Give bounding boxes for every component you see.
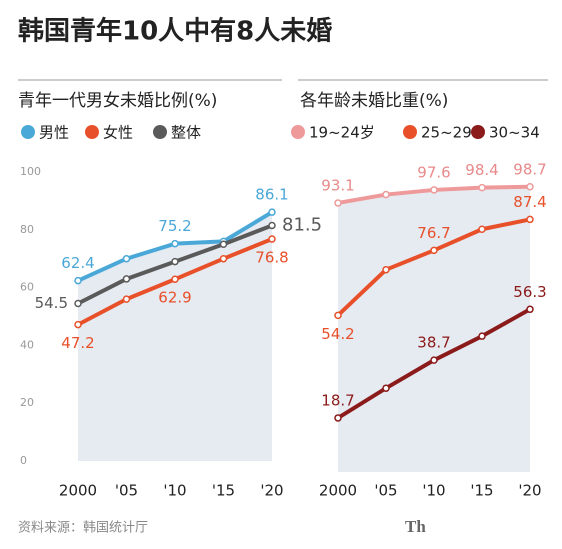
data-point xyxy=(171,239,179,248)
panel-title: 各年龄未婚比重(%) xyxy=(300,91,448,111)
data-point xyxy=(382,384,390,392)
x-tick-label: 2000 xyxy=(59,482,97,500)
x-tick-label: '05 xyxy=(115,482,138,500)
main-title: 韩国青年10人中有8人未婚 xyxy=(18,16,332,47)
legend-label: 19~24岁 xyxy=(309,124,375,142)
data-label: 56.3 xyxy=(513,283,546,301)
y-tick-label: 0 xyxy=(20,454,27,467)
data-label: 81.5 xyxy=(282,214,322,235)
legend-swatch xyxy=(21,125,35,139)
legend-label: 30~34 xyxy=(489,124,540,142)
data-point xyxy=(74,276,82,285)
data-point xyxy=(122,254,131,263)
y-tick-label: 60 xyxy=(20,281,34,294)
data-label: 76.7 xyxy=(417,224,450,242)
legend-label: 女性 xyxy=(103,124,133,142)
legend-swatch xyxy=(471,125,485,139)
x-tick-label: '10 xyxy=(422,482,445,500)
source: 资料来源：韩国统计厅 xyxy=(18,521,148,536)
background-area xyxy=(338,186,530,472)
data-point xyxy=(478,332,486,340)
data-label: 62.4 xyxy=(61,254,94,272)
legend-swatch xyxy=(85,125,99,139)
data-point xyxy=(171,257,179,266)
data-label: 98.7 xyxy=(513,160,546,178)
data-point xyxy=(526,305,534,314)
legend-label: 整体 xyxy=(171,124,201,142)
x-tick-label: '10 xyxy=(163,482,186,500)
y-tick-label: 80 xyxy=(20,223,34,236)
legend-swatch xyxy=(403,125,417,139)
x-tick-label: '20 xyxy=(518,482,541,500)
data-label: 62.9 xyxy=(158,289,191,307)
data-point xyxy=(122,275,131,283)
legend-swatch xyxy=(291,125,305,139)
x-tick-label: '20 xyxy=(260,482,283,500)
data-label: 86.1 xyxy=(255,186,288,204)
x-tick-label: '15 xyxy=(212,482,235,500)
data-point xyxy=(526,215,534,224)
data-point xyxy=(478,183,486,192)
y-tick-label: 100 xyxy=(20,165,41,178)
x-tick-label: '05 xyxy=(374,482,397,500)
legend-label: 男性 xyxy=(39,124,69,142)
data-label: 75.2 xyxy=(158,217,191,235)
y-tick-label: 20 xyxy=(20,396,34,409)
x-tick-label: '15 xyxy=(470,482,493,500)
legend-label: 25~29 xyxy=(421,124,472,142)
data-point xyxy=(478,225,486,233)
legend-swatch xyxy=(153,125,167,139)
data-point xyxy=(219,240,228,248)
data-point xyxy=(334,311,342,320)
y-tick-label: 40 xyxy=(20,338,34,351)
data-point xyxy=(268,235,276,243)
data-point xyxy=(382,190,390,199)
data-label: 38.7 xyxy=(417,334,450,352)
data-label: 93.1 xyxy=(321,176,354,194)
data-point xyxy=(268,208,276,216)
data-point xyxy=(74,320,82,329)
data-point xyxy=(334,414,342,422)
data-point xyxy=(430,356,438,364)
panel-title: 青年一代男女未婚比例(%) xyxy=(18,91,217,111)
x-tick-label: 2000 xyxy=(319,482,357,500)
data-point xyxy=(219,254,228,263)
data-point xyxy=(334,199,342,207)
data-label: 18.7 xyxy=(321,391,354,409)
data-point xyxy=(430,186,438,194)
data-label: 98.4 xyxy=(465,161,498,179)
data-point xyxy=(171,275,179,283)
data-label: 97.6 xyxy=(417,163,450,181)
data-point xyxy=(74,299,82,308)
data-point xyxy=(526,183,534,191)
data-label: 54.5 xyxy=(35,294,68,312)
data-point xyxy=(122,295,131,303)
data-point xyxy=(268,221,276,230)
data-point xyxy=(382,265,390,274)
watermark: Th xyxy=(405,517,426,536)
data-point xyxy=(430,246,438,255)
background-area xyxy=(78,212,272,461)
data-label: 47.2 xyxy=(61,334,94,352)
data-label: 87.4 xyxy=(513,193,546,211)
data-label: 76.8 xyxy=(255,249,288,267)
data-label: 54.2 xyxy=(321,325,354,343)
